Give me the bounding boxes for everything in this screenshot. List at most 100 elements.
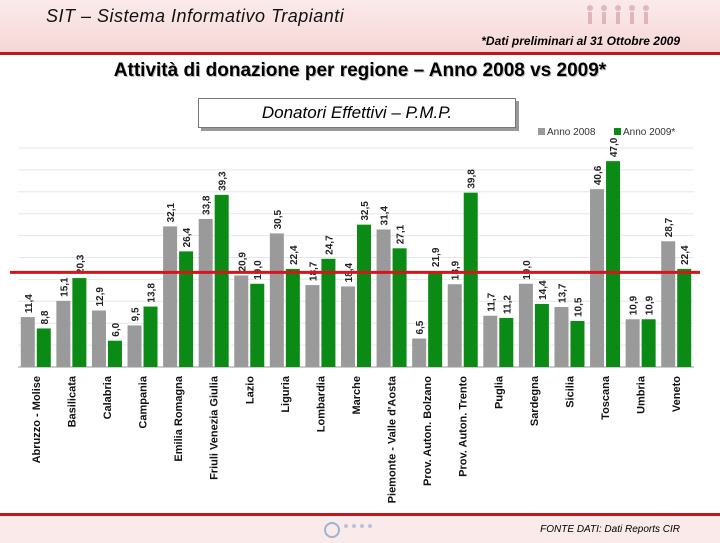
category-label: Friuli Venezia Giulia — [209, 375, 221, 480]
bar-2008 — [483, 315, 498, 367]
bar-2009 — [570, 321, 585, 367]
value-label-2009: 19,0 — [253, 260, 264, 280]
value-label-2009: 47,0 — [609, 137, 620, 157]
value-label-2009: 10,5 — [573, 297, 584, 317]
bar-2009 — [677, 268, 692, 367]
bar-2009 — [36, 328, 51, 367]
bar-2008 — [341, 286, 355, 367]
category-label: Abruzzo - Molise — [31, 376, 43, 463]
bar-2008 — [20, 317, 35, 367]
header-band: SIT – Sistema Informativo Trapianti *Dat… — [0, 0, 720, 55]
category-label: Prov. Auton. Bolzano — [422, 376, 434, 486]
bar-2009 — [499, 317, 514, 367]
value-label-2008: 20,9 — [237, 252, 248, 272]
value-label-2008: 9,5 — [131, 307, 142, 321]
legend-swatch-2008 — [538, 128, 545, 135]
value-label-2008: 11,7 — [486, 292, 497, 311]
value-label-2009: 6,0 — [111, 322, 122, 336]
bar-2008 — [305, 285, 320, 367]
bar-2009 — [428, 271, 443, 367]
bar-2008 — [590, 189, 605, 367]
bar-2008 — [269, 233, 284, 367]
value-label-2009: 27,1 — [396, 224, 407, 244]
bar-2008 — [447, 284, 462, 367]
bar-2009 — [357, 224, 371, 367]
bar-2008 — [198, 218, 213, 367]
value-label-2008: 30,5 — [273, 210, 284, 230]
bar-2008 — [91, 310, 106, 367]
value-label-2009: 14,4 — [538, 280, 549, 300]
bar-2009 — [72, 278, 87, 367]
bar-2008 — [661, 241, 676, 367]
value-label-2009: 8,8 — [40, 310, 51, 324]
value-label-2008: 15,1 — [59, 277, 70, 297]
legend-label-2008: Anno 2008 — [547, 127, 596, 138]
value-label-2008: 12,9 — [95, 287, 106, 307]
bar-2008 — [518, 283, 533, 367]
bar-chart: 11,4 8,8 Abruzzo - Molise 15,1 20,3 Basilicat… — [10, 127, 700, 503]
value-label-2008: 33,8 — [202, 195, 213, 215]
bar-2009 — [179, 251, 194, 367]
category-label: Lombardia — [315, 375, 327, 432]
preliminary-note: *Dati preliminari al 31 Ottobre 2009 — [481, 34, 680, 48]
bar-2009 — [285, 268, 300, 367]
bar-2009 — [641, 319, 656, 367]
people-logo-icon — [587, 5, 649, 24]
data-source: FONTE DATI: Dati Reports CIR — [540, 524, 680, 535]
bar-2008 — [376, 229, 391, 367]
bar-2009 — [214, 194, 229, 367]
bar-2008 — [412, 338, 427, 367]
value-label-2009: 24,7 — [324, 235, 335, 255]
value-label-2009: 21,9 — [431, 247, 442, 267]
category-label: Puglia — [493, 375, 505, 409]
value-label-2009: 22,4 — [680, 245, 691, 265]
chart-title-box: Donatori Effettivi – P.M.P. — [198, 98, 516, 128]
page-title: Attività di donazione per regione – Anno… — [113, 60, 607, 81]
value-label-2009: 11,2 — [502, 295, 513, 314]
value-label-2009: 26,4 — [182, 227, 193, 247]
bar-2008 — [234, 275, 249, 367]
category-label: Prov. Auton. Trento — [458, 376, 470, 477]
value-label-2009: 13,8 — [147, 283, 158, 303]
category-label: Marche — [351, 376, 363, 415]
bar-2009 — [321, 258, 336, 367]
bar-2009 — [534, 303, 549, 367]
bar-2009 — [143, 306, 158, 367]
bar-2008 — [56, 300, 71, 367]
value-label-2009: 39,3 — [218, 171, 229, 191]
app-title: SIT – Sistema Informativo Trapianti — [46, 6, 345, 26]
bar-2008 — [163, 226, 178, 367]
category-label: Piemonte - Valle d'Aosta — [387, 375, 399, 503]
bar-2009 — [392, 248, 407, 367]
bar-2008 — [625, 319, 640, 367]
bar-2009 — [606, 161, 621, 367]
value-label-2008: 40,6 — [593, 165, 604, 185]
category-label: Calabria — [102, 375, 114, 419]
category-label: Sicilia — [564, 375, 576, 408]
value-label-2008: 32,1 — [166, 203, 177, 223]
value-label-2008: 10,9 — [629, 295, 640, 315]
value-label-2008: 31,4 — [380, 206, 391, 226]
bar-2008 — [127, 325, 142, 367]
value-label-2008: 6,5 — [415, 320, 426, 334]
bar-2009 — [463, 192, 478, 367]
value-label-2009: 22,4 — [289, 245, 300, 265]
value-label-2008: 28,7 — [664, 217, 675, 237]
category-label: Campania — [138, 375, 150, 428]
value-label-2009: 39,8 — [467, 169, 478, 189]
value-label-2009: 10,9 — [645, 295, 656, 315]
value-label-2008: 19,0 — [522, 260, 533, 280]
legend-swatch-2009 — [614, 128, 621, 135]
value-label-2008: 11,4 — [24, 294, 35, 313]
category-label: Emilia Romagna — [173, 375, 185, 461]
category-label: Basilicata — [66, 375, 78, 427]
bar-2009 — [107, 340, 122, 367]
chart-title: Donatori Effettivi – P.M.P. — [261, 103, 453, 122]
category-label: Toscana — [600, 375, 612, 420]
bar-2008 — [554, 306, 569, 367]
category-label: Sardegna — [529, 375, 541, 426]
category-label: Veneto — [671, 376, 683, 412]
category-label: Liguria — [280, 375, 292, 413]
footer-band: FONTE DATI: Dati Reports CIR — [0, 513, 720, 543]
value-label-2009: 32,5 — [360, 201, 371, 221]
